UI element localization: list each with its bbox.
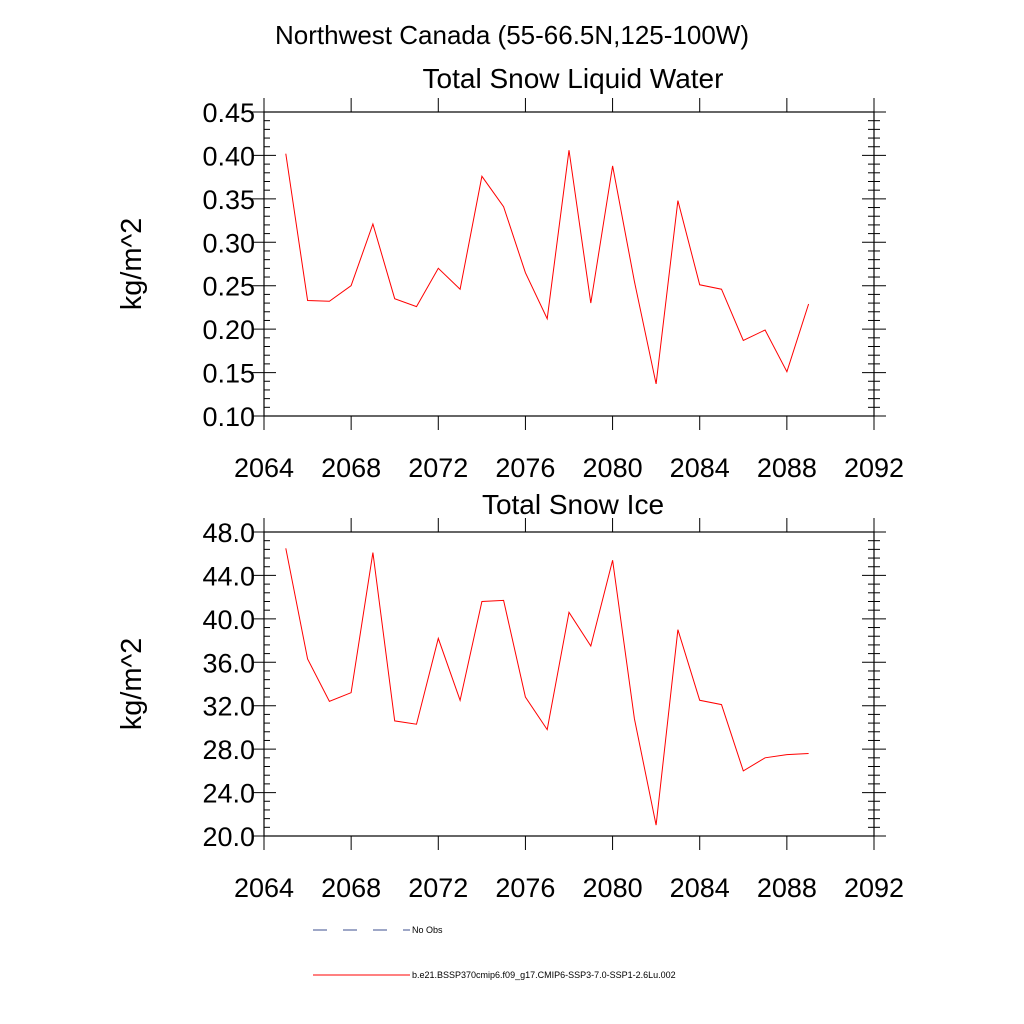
y-tick-label: 0.30 [202, 228, 255, 258]
plot-frame [263, 111, 875, 417]
y-tick-label: 20.0 [202, 822, 255, 852]
x-tick-label: 2092 [844, 453, 904, 483]
legend: No Obs b.e21.BSSP370cmip6.f09_g17.CMIP6-S… [313, 925, 676, 980]
legend-label-2: b.e21.BSSP370cmip6.f09_g17.CMIP6-SSP3-7.… [412, 970, 676, 980]
x-tick-label: 2084 [670, 873, 730, 903]
series-line-1 [285, 548, 809, 826]
y-tick-label: 36.0 [202, 648, 255, 678]
figure-title: Northwest Canada (55-66.5N,125-100W) [275, 20, 749, 50]
x-tick-label: 2076 [495, 873, 555, 903]
series-line-1 [285, 150, 810, 385]
chart-panel-1: Total Snow Liquid Water 2064 2068 2072 2076 2… [116, 63, 904, 483]
y-tick-label: 0.15 [202, 359, 255, 389]
y-tick-label: 24.0 [202, 779, 255, 809]
x-tick-label: 2072 [408, 453, 468, 483]
plot-frame [263, 531, 875, 837]
panel-title: Total Snow Ice [482, 489, 664, 520]
y-tick-label: 0.40 [202, 141, 255, 171]
y-tick-label: 44.0 [202, 561, 255, 591]
y-tick-label: 0.20 [202, 315, 255, 345]
y-axis-title: kg/m^2 [116, 638, 148, 731]
y-tick-label: 32.0 [202, 692, 255, 722]
x-tick-label: 2076 [495, 453, 555, 483]
y-tick-label: 0.35 [202, 185, 255, 215]
x-tick-label: 2092 [844, 873, 904, 903]
y-tick-label: 48.0 [202, 518, 255, 548]
x-tick-label: 2088 [757, 453, 817, 483]
legend-label-1: No Obs [412, 925, 443, 935]
y-tick-label: 0.25 [202, 272, 255, 302]
x-tick-label: 2080 [583, 873, 643, 903]
y-tick-label: 28.0 [202, 735, 255, 765]
panel-title: Total Snow Liquid Water [423, 63, 724, 94]
y-tick-label: 0.45 [202, 98, 255, 128]
x-tick-label: 2080 [583, 453, 643, 483]
x-tick-label: 2064 [234, 873, 294, 903]
x-tick-label: 2088 [757, 873, 817, 903]
x-tick-label: 2068 [321, 873, 381, 903]
panels: Total Snow Liquid Water 2064 2068 2072 2076 2… [116, 63, 904, 903]
x-tick-label: 2064 [234, 453, 294, 483]
x-tick-label: 2068 [321, 453, 381, 483]
y-axis-title: kg/m^2 [116, 218, 148, 311]
chart-panel-2: Total Snow Ice 2064 2068 2072 2076 2080 2084 20… [116, 489, 904, 903]
y-tick-label: 40.0 [202, 605, 255, 635]
x-tick-label: 2072 [408, 873, 468, 903]
y-tick-label: 0.10 [202, 402, 255, 432]
x-tick-label: 2084 [670, 453, 730, 483]
